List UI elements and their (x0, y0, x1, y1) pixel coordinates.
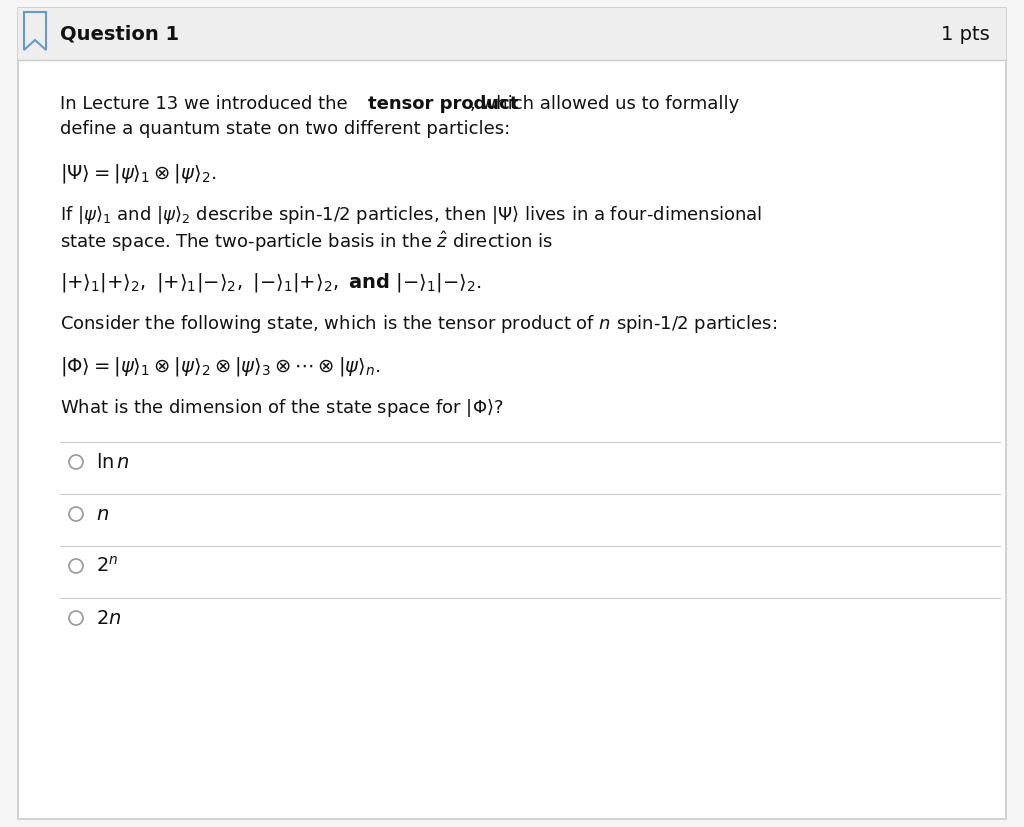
Text: tensor product: tensor product (368, 95, 518, 113)
Text: Consider the following state, which is the tensor product of $n$ spin-1/2 partic: Consider the following state, which is t… (60, 313, 777, 335)
Text: In Lecture 13 we introduced the: In Lecture 13 we introduced the (60, 95, 353, 113)
Text: $\ln n$: $\ln n$ (96, 452, 130, 471)
FancyBboxPatch shape (18, 8, 1006, 819)
Text: $|\Psi\rangle = |\psi\rangle_1 \otimes |\psi\rangle_2.$: $|\Psi\rangle = |\psi\rangle_1 \otimes |… (60, 162, 216, 185)
Text: $|\Phi\rangle = |\psi\rangle_1 \otimes |\psi\rangle_2 \otimes |\psi\rangle_3 \ot: $|\Phi\rangle = |\psi\rangle_1 \otimes |… (60, 355, 381, 378)
Text: state space. The two-particle basis in the $\hat{z}$ direction is: state space. The two-particle basis in t… (60, 229, 553, 254)
Text: $|{+}\rangle_1|{+}\rangle_2,\ |{+}\rangle_1|{-}\rangle_2,\ |{-}\rangle_1|{+}\ran: $|{+}\rangle_1|{+}\rangle_2,\ |{+}\rangl… (60, 271, 482, 294)
Text: 1 pts: 1 pts (941, 25, 990, 44)
Text: What is the dimension of the state space for $|\Phi\rangle$?: What is the dimension of the state space… (60, 397, 504, 419)
FancyBboxPatch shape (18, 8, 1006, 60)
Text: , which allowed us to formally: , which allowed us to formally (470, 95, 739, 113)
Text: $n$: $n$ (96, 504, 109, 523)
Text: If $|\psi\rangle_1$ and $|\psi\rangle_2$ describe spin-1/2 particles, then $|\Ps: If $|\psi\rangle_1$ and $|\psi\rangle_2$… (60, 204, 762, 226)
Text: define a quantum state on two different particles:: define a quantum state on two different … (60, 120, 510, 138)
Text: $2n$: $2n$ (96, 609, 122, 628)
Text: $2^n$: $2^n$ (96, 556, 119, 576)
Text: Question 1: Question 1 (60, 25, 179, 44)
